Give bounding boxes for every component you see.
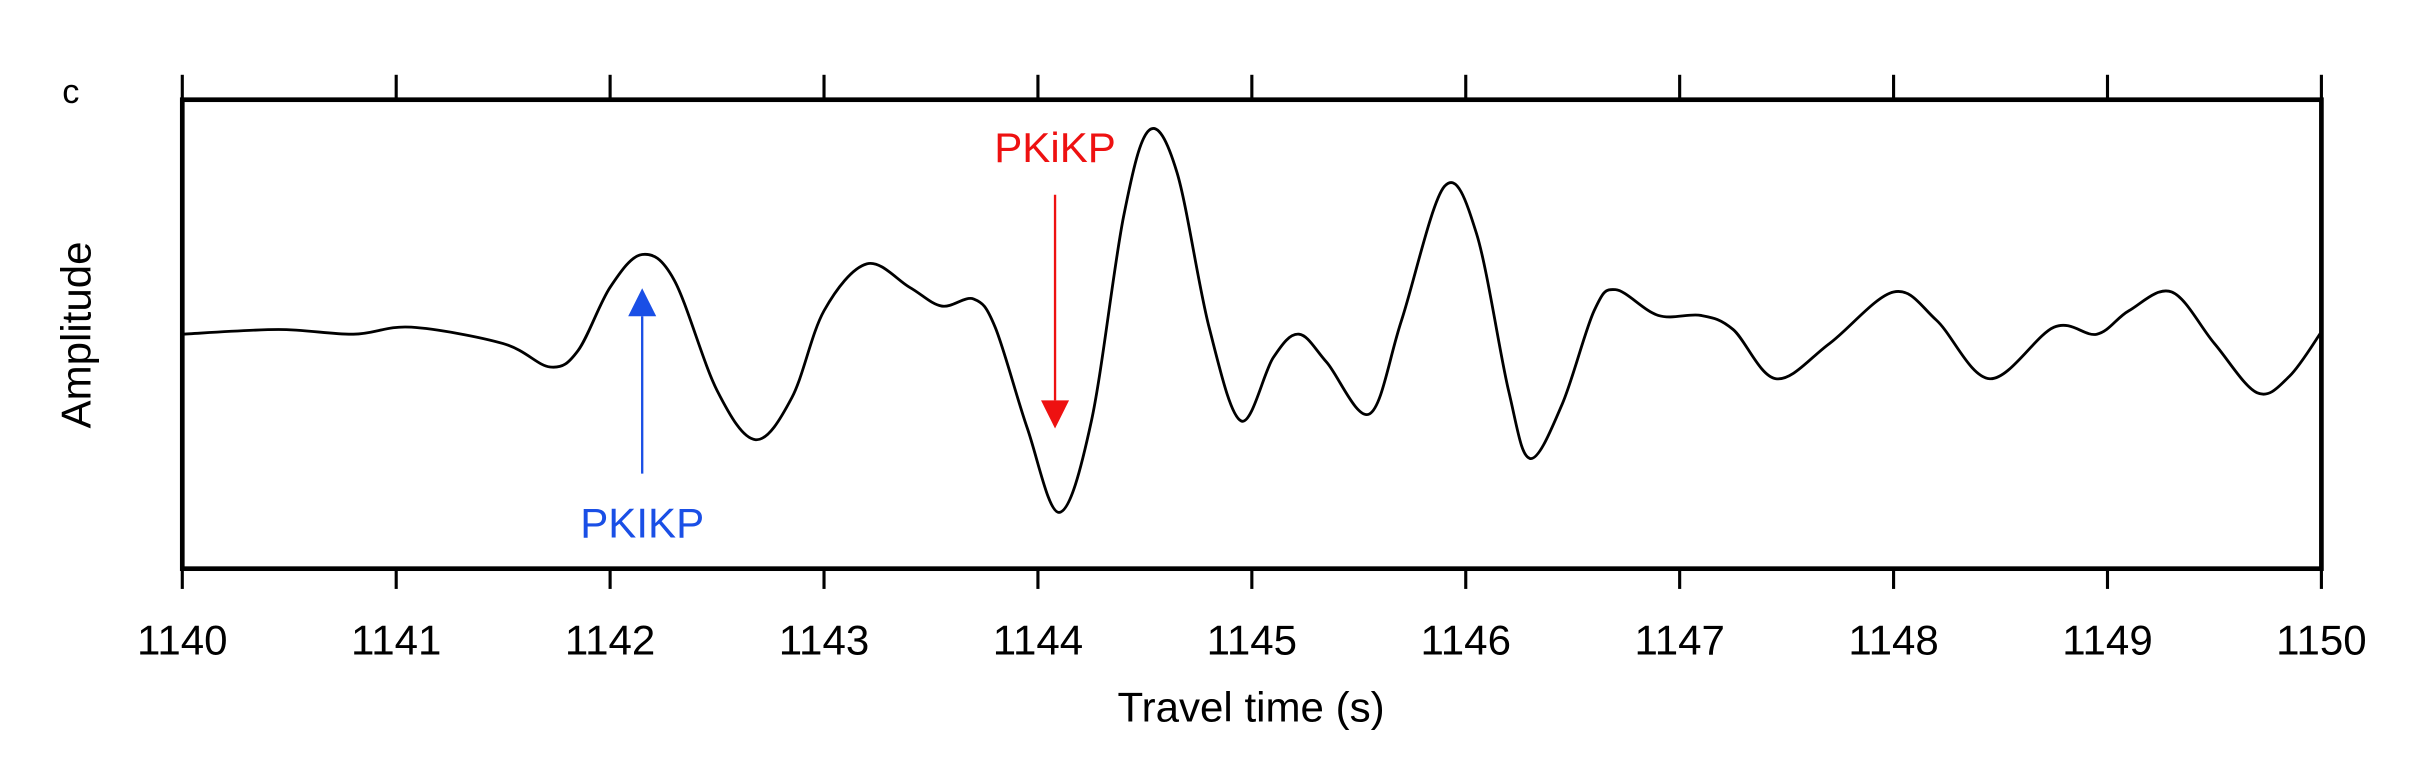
x-axis-label: Travel time (s): [1118, 683, 1385, 730]
panel-label: c: [62, 73, 79, 111]
annotation-label: PKiKP: [994, 124, 1116, 171]
annotation-label: PKIKP: [580, 500, 704, 547]
x-tick-label: 1144: [993, 616, 1083, 663]
x-tick-label: 1147: [1634, 616, 1724, 663]
y-axis-label: Amplitude: [52, 241, 99, 428]
x-tick-label: 1149: [2062, 616, 2152, 663]
x-tick-label: 1140: [137, 616, 227, 663]
x-tick-label: 1148: [1848, 616, 1938, 663]
x-tick-label: 1146: [1421, 616, 1511, 663]
waveform: [182, 127, 2323, 514]
x-tick-label: 1150: [2276, 616, 2366, 663]
arrow-head: [628, 288, 657, 317]
plot-frame: [179, 97, 2324, 572]
x-tick-label: 1143: [779, 616, 869, 663]
x-tick-label: 1142: [565, 616, 655, 663]
x-tick-label: 1145: [1207, 616, 1297, 663]
x-tick-label: 1141: [351, 616, 441, 663]
arrow-head: [1041, 400, 1070, 429]
